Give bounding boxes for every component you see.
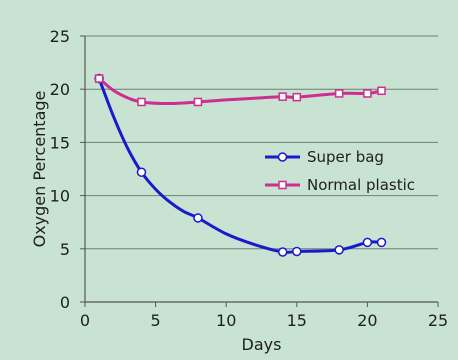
series-1 (94, 74, 386, 107)
y-tick-label: 10 (50, 187, 70, 206)
data-point (193, 97, 203, 107)
y-axis-title: Oxygen Percentage (30, 91, 49, 248)
data-point (362, 237, 373, 248)
y-tick-label: 0 (60, 293, 70, 312)
y-tick-label: 25 (50, 27, 70, 46)
y-tick-label: 5 (60, 240, 70, 259)
x-tick-label: 10 (216, 311, 236, 330)
data-point (376, 237, 387, 248)
y-tick-label: 20 (50, 80, 70, 99)
data-point (292, 246, 302, 257)
gridlines (85, 35, 438, 250)
data-point (278, 92, 287, 101)
data-point (136, 167, 147, 177)
x-axis-title: Days (242, 335, 282, 354)
legend-label: Normal plastic (307, 176, 415, 194)
data-point (137, 97, 146, 107)
y-tick-label: 15 (50, 133, 70, 152)
x-tick-label: 15 (287, 311, 307, 330)
data-point (363, 89, 372, 98)
legend-label: Super bag (307, 148, 384, 166)
legend-marker (278, 180, 287, 190)
series-lines (94, 73, 387, 257)
x-tick-label: 25 (428, 311, 448, 330)
axis-labels: 0 5 10 15 20 25 0 5 10 15 20 25 Days Oxygen Percentag… (30, 27, 448, 354)
data-point (377, 86, 386, 96)
data-point (292, 92, 302, 102)
data-point (334, 89, 344, 98)
data-point (193, 213, 203, 223)
x-tick-label: 20 (357, 311, 377, 330)
legend-marker (277, 152, 288, 162)
legend: Super bag Normal plastic (265, 148, 415, 194)
data-point (277, 247, 288, 257)
data-point (94, 74, 104, 83)
x-tick-label: 0 (80, 311, 90, 330)
data-point (334, 245, 344, 255)
x-tick-label: 5 (151, 311, 161, 330)
axes (80, 35, 439, 307)
